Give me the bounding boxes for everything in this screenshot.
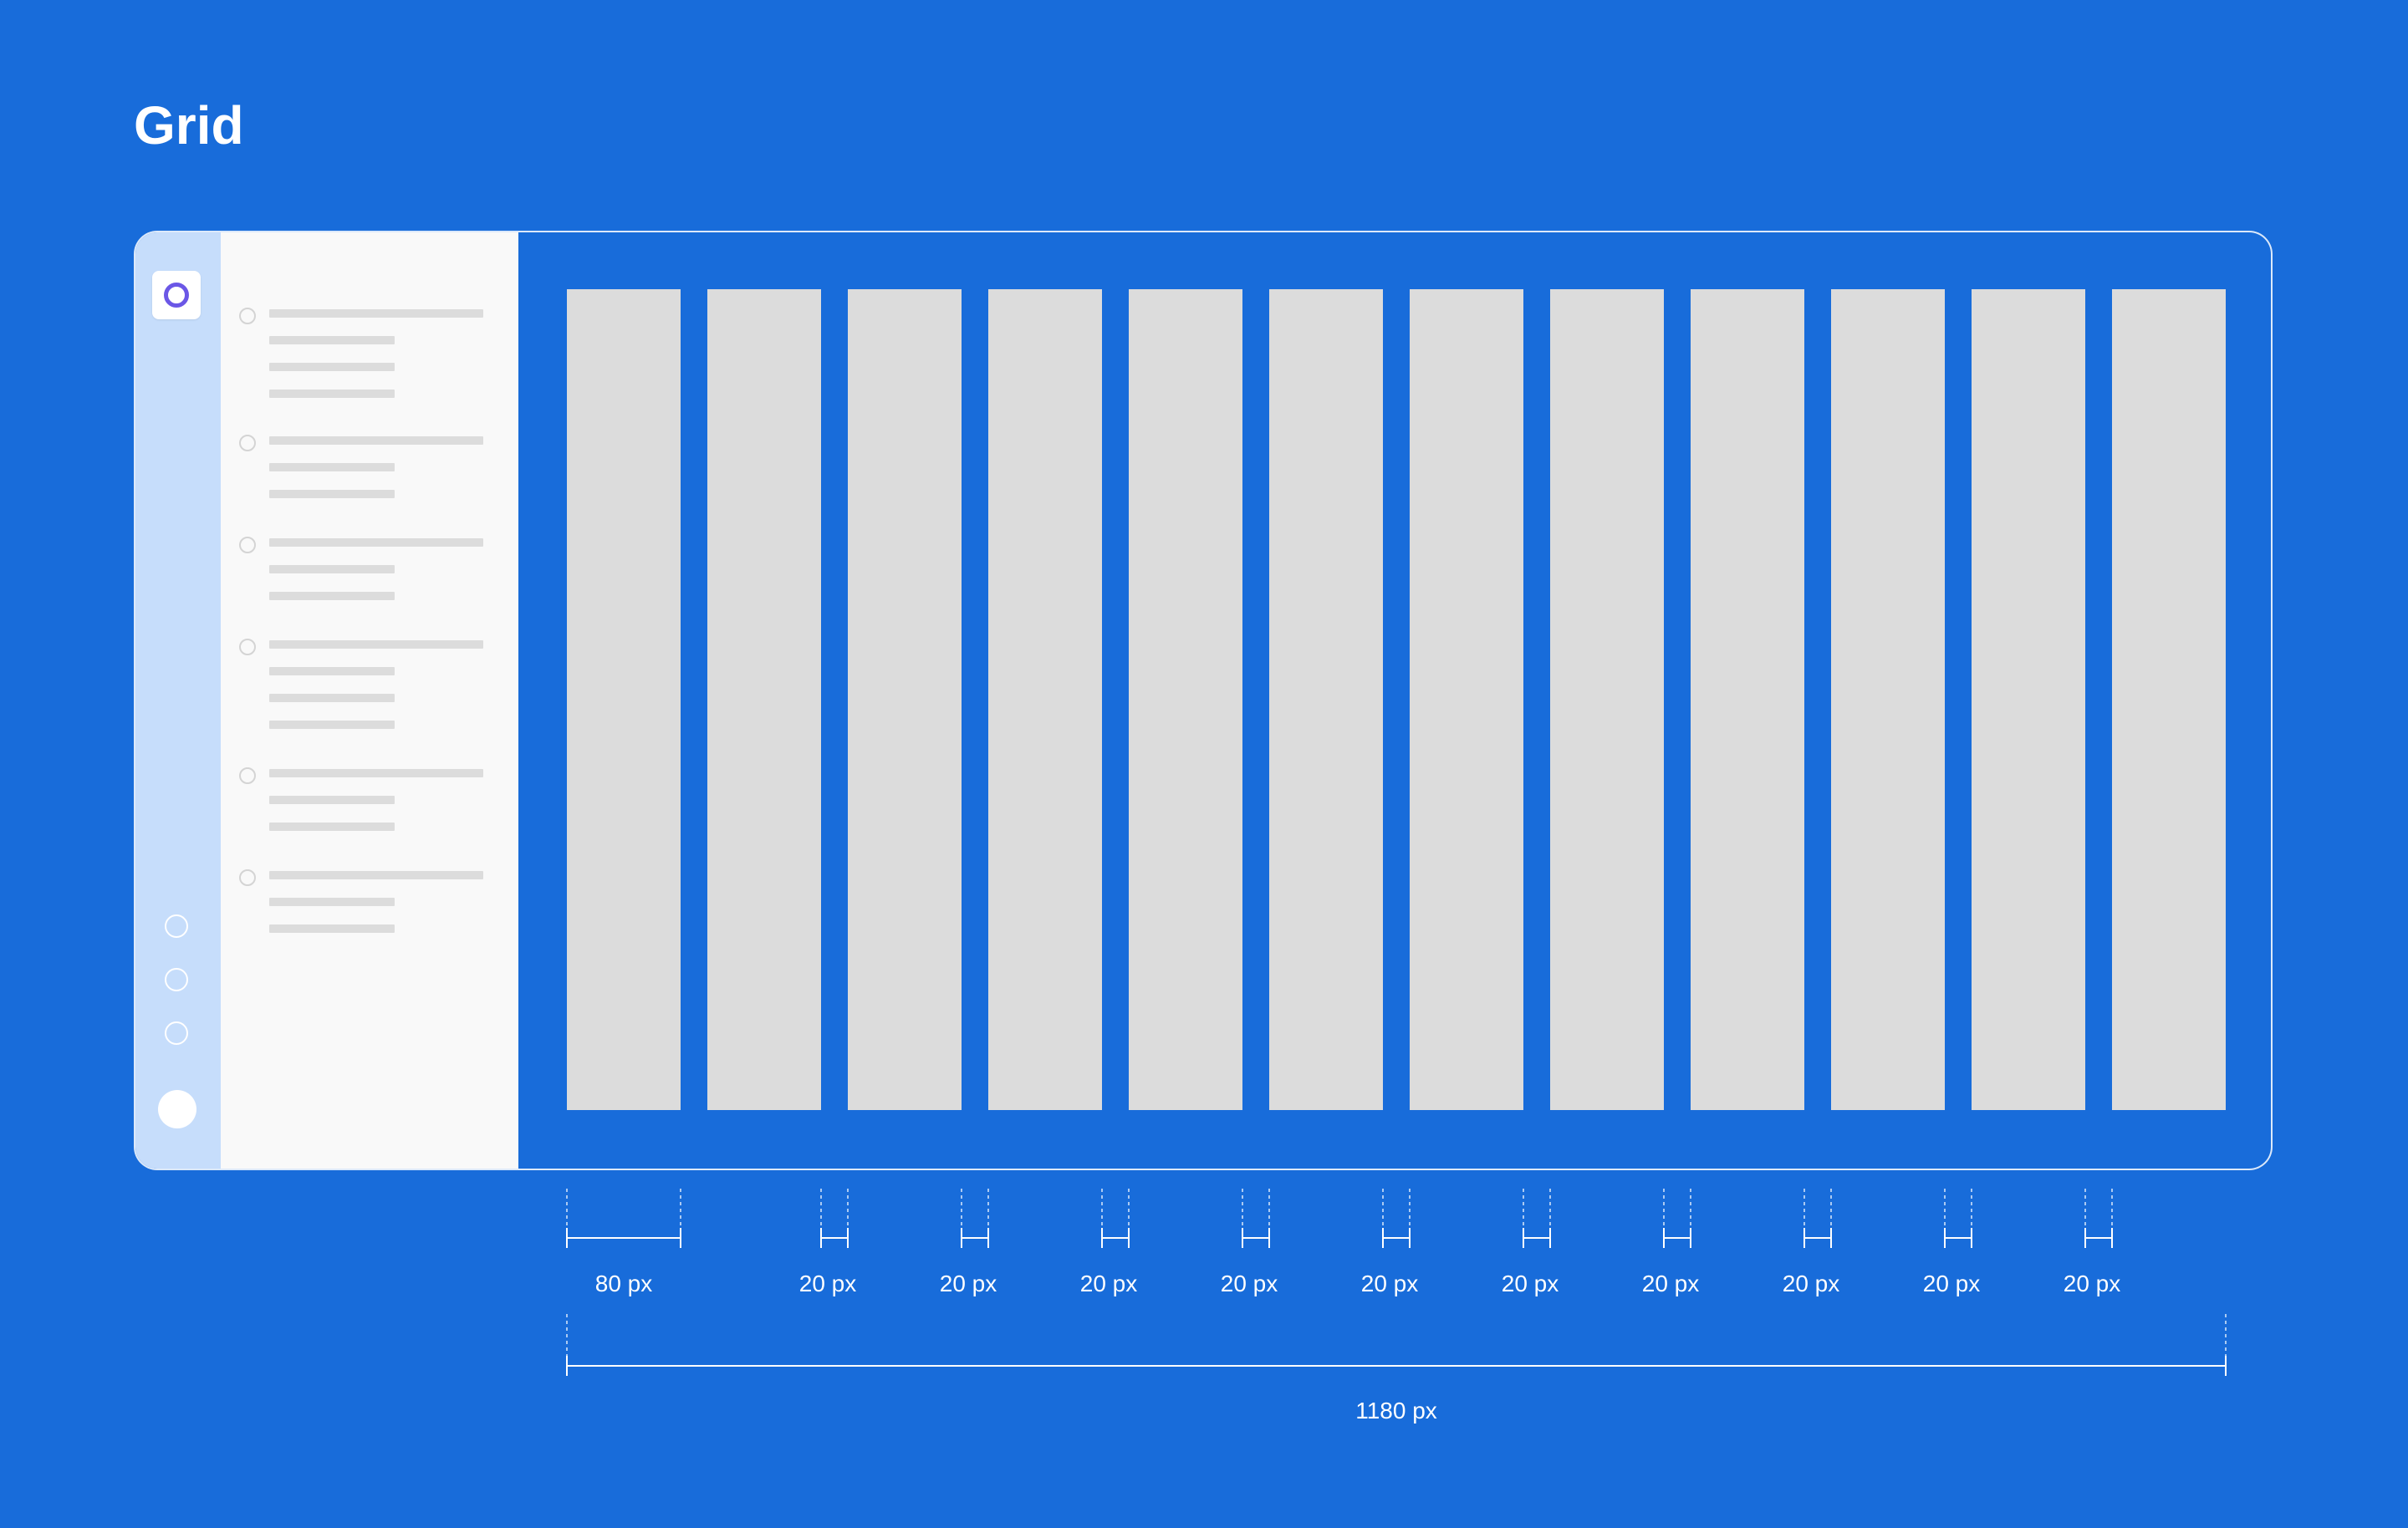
radio-circle-icon: [239, 639, 256, 655]
grid-content-area: [518, 232, 2271, 1169]
avatar-icon[interactable]: [158, 1090, 196, 1128]
page-title: Grid: [134, 95, 244, 155]
list-item-title-placeholder: [269, 309, 483, 318]
radio-circle-icon: [239, 869, 256, 886]
list-item-text-placeholder: [269, 796, 395, 804]
grid-column: [988, 289, 1102, 1110]
dimension-label: 80 px: [594, 1271, 653, 1296]
app-logo-icon[interactable]: [152, 271, 201, 319]
dimension-label: 20 px: [2063, 1271, 2121, 1296]
list-item-title-placeholder: [269, 640, 483, 649]
grid-column: [1831, 289, 1945, 1110]
dimension-label: 20 px: [1220, 1271, 1278, 1296]
dimension-label: 20 px: [1782, 1271, 1840, 1296]
radio-circle-icon: [239, 537, 256, 553]
dimension-label: 20 px: [1501, 1271, 1559, 1296]
grid-column: [1410, 289, 1523, 1110]
list-item-text-placeholder: [269, 694, 395, 702]
list-item-title-placeholder: [269, 436, 483, 445]
radio-circle-icon: [239, 435, 256, 451]
list-item-text-placeholder: [269, 721, 395, 729]
grid-column: [1129, 289, 1242, 1110]
dimension-label: 20 px: [798, 1271, 857, 1296]
list-item-text-placeholder: [269, 390, 395, 398]
list-item-title-placeholder: [269, 538, 483, 547]
list-item-text-placeholder: [269, 823, 395, 831]
icon-rail: [135, 232, 221, 1169]
dimension-label: 20 px: [1360, 1271, 1419, 1296]
list-item-text-placeholder: [269, 463, 395, 471]
list-panel: [221, 232, 518, 1169]
list-item-title-placeholder: [269, 769, 483, 777]
list-item-text-placeholder: [269, 490, 395, 498]
grid-column: [567, 289, 681, 1110]
dimension-label: 20 px: [1641, 1271, 1700, 1296]
dimension-label: 20 px: [1079, 1271, 1138, 1296]
grid-column: [848, 289, 962, 1110]
dimension-label: 20 px: [939, 1271, 997, 1296]
dimension-label: 20 px: [1922, 1271, 1981, 1296]
nav-circle-icon[interactable]: [165, 1021, 188, 1045]
grid-column: [1691, 289, 1804, 1110]
grid-column: [1972, 289, 2085, 1110]
nav-circle-icon[interactable]: [165, 968, 188, 991]
grid-column: [1550, 289, 1664, 1110]
list-item-text-placeholder: [269, 565, 395, 573]
list-item-text-placeholder: [269, 924, 395, 933]
list-item-text-placeholder: [269, 363, 395, 371]
list-item-title-placeholder: [269, 871, 483, 879]
app-window-mockup: [134, 231, 2273, 1170]
grid-column: [2112, 289, 2226, 1110]
nav-circle-icon[interactable]: [165, 914, 188, 938]
radio-circle-icon: [239, 308, 256, 324]
grid-column: [707, 289, 821, 1110]
dimension-label: 1180 px: [1355, 1398, 1437, 1424]
list-item-text-placeholder: [269, 592, 395, 600]
grid-column: [1269, 289, 1383, 1110]
list-item-text-placeholder: [269, 667, 395, 675]
radio-circle-icon: [239, 767, 256, 784]
list-item-text-placeholder: [269, 898, 395, 906]
list-item-text-placeholder: [269, 336, 395, 344]
